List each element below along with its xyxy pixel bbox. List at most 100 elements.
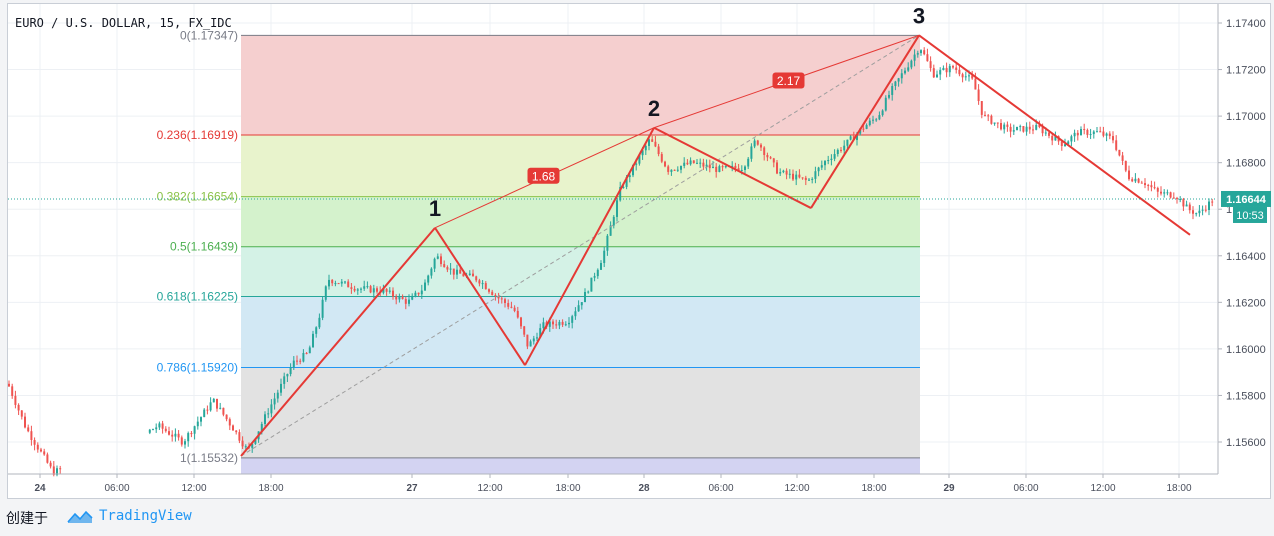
candle	[1102, 126, 1105, 138]
candle-body	[289, 367, 292, 375]
candle-body	[571, 316, 574, 323]
candle-body	[414, 292, 417, 296]
candle	[158, 421, 161, 430]
candle	[1192, 206, 1194, 220]
candle	[369, 284, 372, 294]
candle-body	[1176, 198, 1178, 200]
candle-body	[299, 360, 302, 362]
candle-body	[40, 449, 42, 452]
candle-body	[472, 273, 474, 277]
candle-body	[673, 169, 676, 171]
candle	[536, 332, 538, 341]
candle-body	[708, 164, 711, 169]
candle	[801, 177, 804, 180]
candle-body	[811, 178, 814, 180]
candle	[526, 334, 529, 350]
candle	[1022, 125, 1025, 133]
candle	[808, 177, 810, 181]
candle-body	[1150, 185, 1153, 188]
candle-body	[401, 296, 404, 300]
candle	[1147, 183, 1150, 191]
candle-body	[171, 434, 174, 437]
candle-body	[296, 360, 298, 362]
candle	[814, 166, 817, 184]
candle	[1086, 128, 1089, 138]
candle	[788, 169, 791, 179]
candle-body	[705, 164, 708, 167]
candle	[654, 136, 657, 148]
candle-body	[286, 374, 289, 377]
candle	[564, 321, 567, 327]
candle-body	[500, 298, 503, 300]
candle-body	[1064, 144, 1066, 147]
candle	[1185, 200, 1188, 207]
candle-body	[923, 50, 926, 55]
candle-body	[1035, 124, 1038, 130]
fib-band	[241, 246, 920, 297]
candle-body	[1025, 126, 1028, 132]
candle-body	[244, 446, 247, 448]
tradingview-logo-icon[interactable]	[67, 509, 93, 525]
chart-canvas[interactable]: 0(1.17347) 0.236(1.16919) 0.382(1.16654) 0.…	[8, 4, 1272, 500]
candle-body	[491, 291, 494, 295]
candle-body	[184, 441, 186, 445]
candle	[308, 345, 311, 354]
candle-body	[772, 158, 775, 163]
candle-body	[1137, 178, 1140, 183]
fib-band	[241, 35, 920, 135]
candle	[264, 411, 266, 427]
candle	[232, 424, 234, 431]
candle	[59, 465, 62, 474]
candle-body	[1204, 209, 1207, 211]
candle	[366, 281, 369, 289]
candle	[1003, 122, 1006, 134]
candle	[600, 260, 602, 271]
time-tick-label: 27	[406, 483, 418, 494]
candle-body	[1211, 201, 1214, 203]
candle	[516, 306, 519, 319]
candle-body	[1028, 126, 1031, 130]
candle	[187, 431, 190, 447]
candle-body	[484, 283, 487, 290]
tradingview-brand-link[interactable]: TradingView	[99, 508, 192, 524]
candle-body	[993, 122, 996, 124]
candle	[340, 278, 343, 287]
candle-body	[1092, 131, 1095, 135]
candle-body	[897, 78, 900, 82]
candle	[1201, 205, 1204, 216]
candle	[830, 154, 833, 166]
candle	[532, 335, 535, 345]
candle	[945, 62, 948, 78]
candle	[1153, 181, 1156, 190]
candle	[961, 72, 964, 83]
candle-body	[344, 281, 346, 283]
candle-body	[686, 162, 689, 165]
candle	[862, 125, 865, 133]
candle-body	[504, 299, 506, 304]
candle	[478, 278, 481, 287]
candle-body	[363, 286, 366, 289]
candle-body	[750, 146, 753, 159]
candle-body	[408, 299, 410, 304]
candle	[974, 72, 977, 90]
candle	[472, 269, 474, 277]
candle	[667, 164, 670, 175]
candle-body	[596, 269, 599, 277]
ratio-badge-label: 1.68	[532, 169, 556, 183]
candle	[920, 49, 922, 56]
candle-body	[1006, 124, 1009, 127]
candle	[820, 160, 823, 171]
candle	[148, 428, 151, 435]
candle	[1169, 191, 1172, 199]
chart-frame[interactable]: 0(1.17347) 0.236(1.16919) 0.382(1.16654) 0.…	[7, 3, 1271, 499]
candle-body	[49, 462, 52, 467]
candle-body	[1051, 135, 1054, 141]
candle	[456, 264, 458, 279]
candle-body	[840, 149, 842, 151]
candle	[964, 71, 967, 81]
time-tick-label: 06:00	[1013, 483, 1038, 494]
candle	[436, 253, 439, 260]
candle-body	[804, 177, 807, 181]
candle-body	[1192, 210, 1194, 214]
candle	[212, 397, 215, 403]
